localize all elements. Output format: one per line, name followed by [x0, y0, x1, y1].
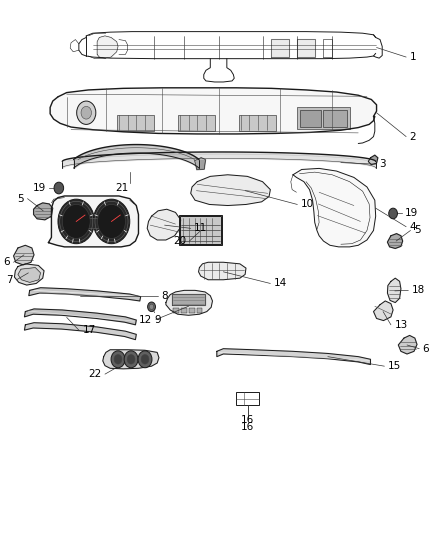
Circle shape — [138, 351, 152, 368]
Bar — [178, 115, 215, 131]
Bar — [239, 115, 276, 131]
Polygon shape — [103, 350, 159, 369]
Circle shape — [77, 101, 96, 124]
Polygon shape — [271, 38, 289, 57]
Circle shape — [124, 351, 138, 368]
Text: 5: 5 — [414, 225, 420, 236]
Polygon shape — [18, 268, 41, 282]
Text: 17: 17 — [82, 325, 95, 335]
Polygon shape — [398, 335, 417, 354]
Bar — [300, 110, 321, 127]
Text: 16: 16 — [241, 415, 254, 425]
Text: 6: 6 — [423, 344, 429, 354]
Text: 3: 3 — [379, 159, 386, 169]
Circle shape — [148, 302, 155, 312]
Circle shape — [111, 351, 125, 368]
Text: 18: 18 — [412, 285, 425, 295]
Text: 1: 1 — [410, 52, 416, 62]
Bar — [189, 308, 194, 313]
Bar — [323, 110, 347, 127]
Circle shape — [389, 208, 397, 219]
Polygon shape — [50, 88, 377, 134]
Polygon shape — [147, 209, 181, 240]
Polygon shape — [388, 278, 401, 303]
Circle shape — [141, 354, 149, 364]
Text: 5: 5 — [18, 193, 24, 204]
Bar — [173, 308, 179, 313]
Text: 6: 6 — [4, 257, 10, 267]
Text: 8: 8 — [162, 290, 168, 301]
Text: 16: 16 — [241, 422, 254, 432]
Polygon shape — [48, 196, 138, 247]
Polygon shape — [374, 301, 393, 320]
Circle shape — [58, 199, 95, 244]
Circle shape — [62, 205, 90, 238]
Polygon shape — [25, 309, 136, 325]
Text: 10: 10 — [301, 199, 314, 209]
Bar — [237, 392, 259, 406]
Text: 9: 9 — [154, 316, 160, 325]
Text: 13: 13 — [394, 320, 408, 330]
Circle shape — [81, 107, 92, 119]
Polygon shape — [191, 175, 270, 206]
Text: 19: 19 — [33, 183, 46, 193]
Polygon shape — [29, 288, 141, 301]
Polygon shape — [194, 158, 205, 169]
Circle shape — [149, 304, 154, 310]
Text: 11: 11 — [194, 223, 208, 233]
Polygon shape — [172, 294, 205, 305]
Polygon shape — [14, 264, 44, 285]
Polygon shape — [198, 262, 246, 280]
Polygon shape — [14, 245, 34, 265]
Text: 22: 22 — [88, 369, 102, 379]
Polygon shape — [293, 168, 376, 247]
Circle shape — [93, 199, 130, 244]
Text: 12: 12 — [139, 314, 152, 325]
Bar — [197, 308, 202, 313]
Polygon shape — [166, 290, 212, 316]
Circle shape — [54, 182, 64, 194]
Polygon shape — [388, 233, 403, 248]
Bar — [179, 215, 222, 245]
Text: 19: 19 — [405, 208, 419, 219]
Text: 15: 15 — [388, 361, 401, 371]
Polygon shape — [97, 36, 118, 58]
Bar — [180, 216, 221, 244]
Text: 7: 7 — [7, 274, 13, 285]
Text: 14: 14 — [274, 278, 287, 288]
Polygon shape — [25, 322, 136, 340]
Text: 2: 2 — [410, 132, 416, 142]
Bar — [181, 308, 187, 313]
Text: 4: 4 — [410, 222, 416, 232]
Text: 20: 20 — [173, 236, 186, 246]
Polygon shape — [368, 155, 378, 165]
Circle shape — [114, 354, 122, 364]
Circle shape — [98, 205, 125, 238]
Circle shape — [127, 354, 135, 364]
Polygon shape — [34, 203, 53, 220]
Bar — [297, 108, 350, 128]
Bar — [117, 115, 154, 131]
Polygon shape — [217, 349, 371, 365]
Polygon shape — [297, 38, 315, 57]
Bar — [87, 217, 99, 228]
Text: 21: 21 — [116, 183, 129, 193]
